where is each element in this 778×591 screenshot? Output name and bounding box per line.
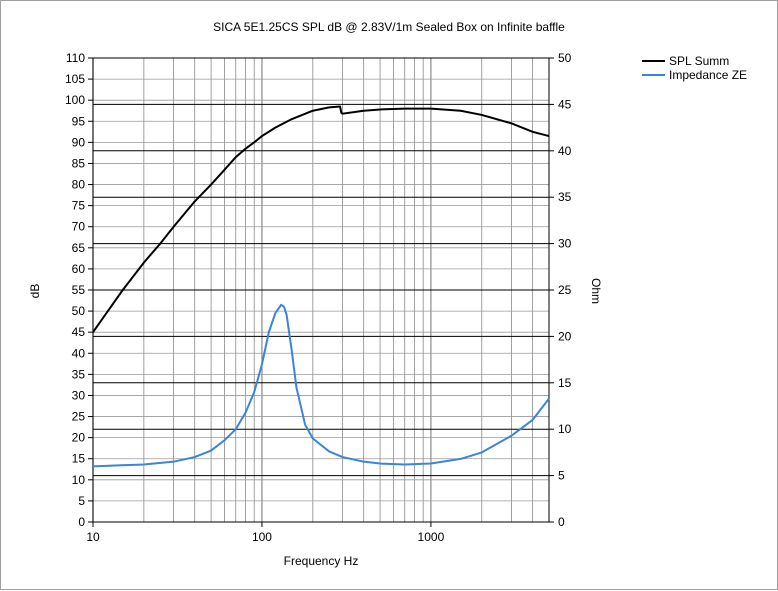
y-tick-label: 45	[72, 325, 86, 339]
y-tick-label: 15	[72, 452, 86, 466]
y2-tick-label: 35	[558, 190, 572, 204]
y-tick-label: 90	[72, 135, 86, 149]
y2-tick-label: 45	[558, 97, 572, 111]
chart-title: SICA 5E1.25CS SPL dB @ 2.83V/1m Sealed B…	[213, 20, 565, 34]
y-tick-label: 35	[72, 367, 86, 381]
series-line-spl-summ	[92, 105, 550, 333]
x-axis-label: Frequency Hz	[284, 554, 359, 568]
tick-labels: 0510152025303540455055606570758085909510…	[65, 51, 572, 544]
x-tick-label: 1000	[418, 530, 445, 544]
grid-lines	[92, 57, 550, 523]
series-line-impedance-ze	[92, 303, 550, 468]
y2-tick-label: 20	[558, 329, 572, 343]
y2-axis-label: Ohm	[589, 278, 603, 304]
y-tick-label: 105	[65, 72, 85, 86]
y2-tick-label: 50	[558, 51, 572, 65]
y-tick-label: 0	[78, 515, 85, 529]
y-tick-label: 95	[72, 114, 86, 128]
y2-tick-label: 5	[558, 469, 565, 483]
y-tick-label: 85	[72, 156, 86, 170]
y2-tick-label: 30	[558, 237, 572, 251]
x-tick-label: 10	[86, 530, 100, 544]
y-tick-label: 110	[66, 51, 85, 65]
legend-label: SPL Summ	[669, 54, 729, 68]
y-tick-label: 25	[72, 410, 86, 424]
y-tick-label: 65	[72, 241, 86, 255]
y-tick-label: 55	[72, 283, 86, 297]
y-tick-label: 60	[72, 262, 86, 276]
y-tick-label: 5	[78, 494, 85, 508]
y2-tick-label: 10	[558, 422, 572, 436]
y2-tick-label: 25	[558, 283, 572, 297]
y-tick-label: 20	[72, 431, 86, 445]
y-tick-label: 80	[72, 178, 86, 192]
y-tick-label: 75	[72, 199, 86, 213]
y-tick-label: 50	[72, 304, 86, 318]
y-tick-label: 70	[72, 220, 86, 234]
y-tick-label: 30	[72, 388, 86, 402]
y2-tick-label: 15	[558, 376, 572, 390]
legend-label: Impedance ZE	[669, 68, 747, 82]
x-tick-label: 100	[252, 530, 272, 544]
series-lines	[92, 105, 550, 468]
y-axis-label: dB	[28, 284, 42, 299]
y2-tick-label: 0	[558, 515, 565, 529]
y-tick-label: 40	[72, 346, 86, 360]
y2-tick-label: 40	[558, 144, 572, 158]
y-tick-label: 100	[65, 93, 85, 107]
y-tick-label: 10	[72, 473, 86, 487]
